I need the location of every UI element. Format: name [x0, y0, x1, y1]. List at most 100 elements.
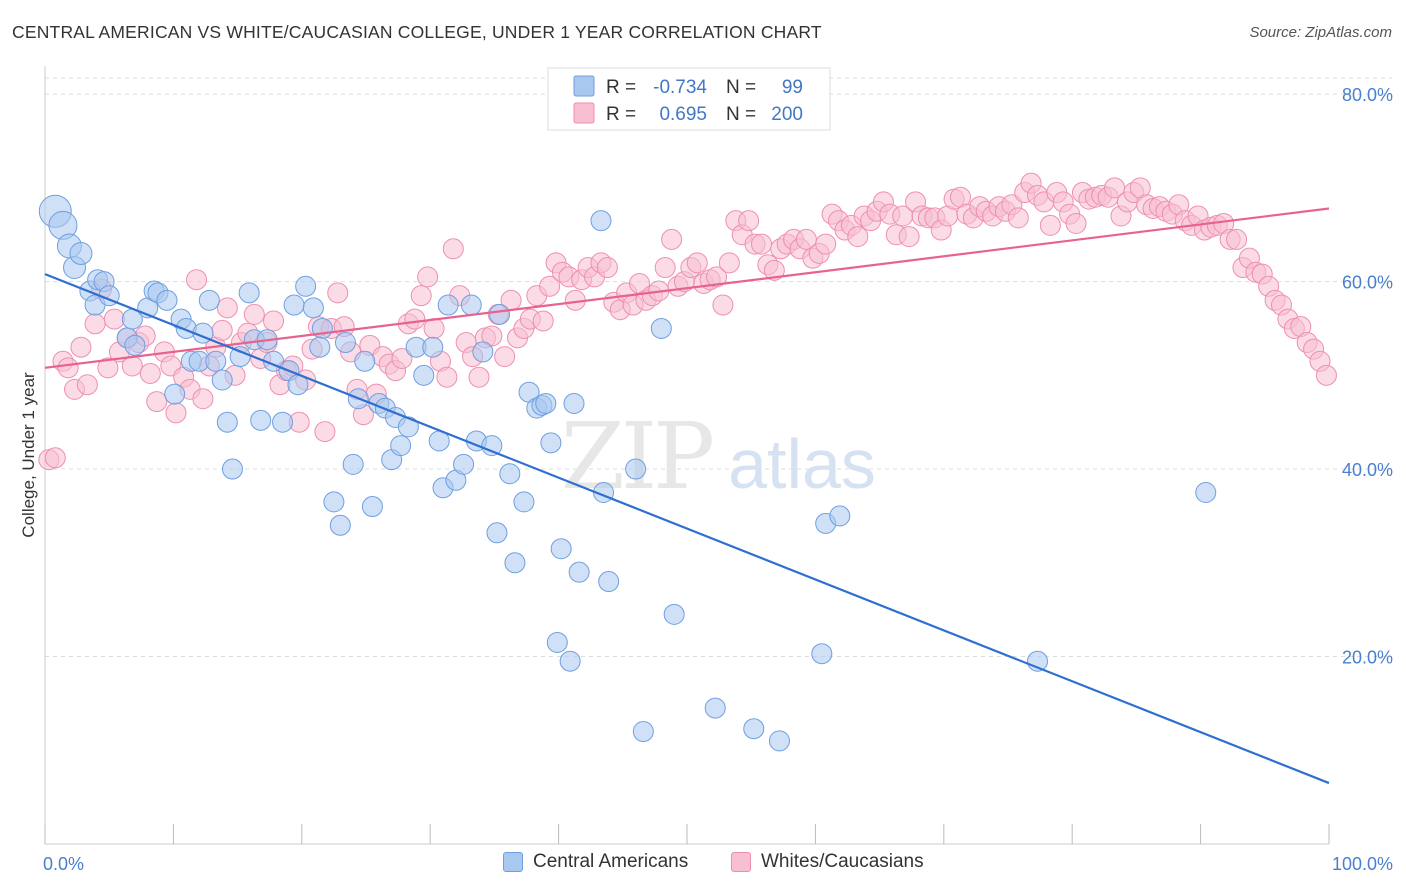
data-point: [661, 228, 683, 250]
data-point: [718, 252, 740, 274]
watermark: ZIP atlas: [561, 403, 876, 510]
data-point: [704, 697, 726, 719]
data-point: [410, 285, 432, 307]
data-point: [513, 491, 535, 513]
legend-r-label: R =: [606, 77, 636, 98]
data-point: [329, 514, 351, 536]
data-point: [164, 383, 186, 405]
data-point: [1315, 364, 1337, 386]
data-point: [283, 294, 305, 316]
data-point: [314, 421, 336, 443]
x-tick-label: 100.0%: [1332, 854, 1393, 874]
data-point: [70, 336, 92, 358]
data-point: [354, 350, 376, 372]
data-point: [1226, 228, 1248, 250]
data-point: [327, 282, 349, 304]
data-point: [139, 362, 161, 384]
data-point: [712, 294, 734, 316]
legend-r-value: 0.695: [659, 104, 707, 125]
legend-n-value: 99: [782, 77, 803, 98]
data-point: [205, 350, 227, 372]
data-point: [706, 266, 728, 288]
data-point: [738, 210, 760, 232]
data-point: [156, 289, 178, 311]
data-point: [272, 411, 294, 433]
data-point: [413, 364, 435, 386]
data-point: [250, 409, 272, 431]
data-point: [847, 226, 869, 248]
y-tick-label: 20.0%: [1342, 648, 1393, 668]
data-point: [417, 266, 439, 288]
data-point: [390, 435, 412, 457]
legend-swatch-pink: [573, 102, 595, 124]
data-point: [494, 346, 516, 368]
data-point: [504, 552, 526, 574]
trend-line-central-americans: [44, 273, 1330, 785]
data-point: [1195, 481, 1217, 503]
data-point: [535, 392, 557, 414]
data-point: [436, 366, 458, 388]
data-point: [186, 269, 208, 291]
data-point: [103, 308, 125, 330]
data-point: [211, 319, 233, 341]
data-point: [216, 297, 238, 319]
bottom-legend: Central Americans Whites/Caucasians: [0, 851, 1406, 881]
trend-lines: [44, 207, 1330, 785]
data-point: [437, 294, 459, 316]
data-point: [311, 317, 333, 339]
legend-swatch-blue: [503, 852, 523, 872]
data-point: [481, 325, 503, 347]
data-point: [563, 392, 585, 414]
data-point: [295, 275, 317, 297]
data-point: [596, 257, 618, 279]
legend-label: Whites/Caucasians: [761, 851, 924, 872]
data-point: [590, 210, 612, 232]
data-point: [334, 332, 356, 354]
data-point: [546, 631, 568, 653]
legend-r-label: R =: [606, 104, 636, 125]
data-point: [460, 294, 482, 316]
y-axis-label: College, Under 1 year: [19, 372, 38, 538]
data-point: [550, 538, 572, 560]
chart-source: Source: ZipAtlas.com: [1249, 24, 1392, 41]
data-point: [559, 650, 581, 672]
data-point: [238, 282, 260, 304]
legend-r-value: -0.734: [653, 77, 707, 98]
data-point: [404, 308, 426, 330]
data-point: [302, 297, 324, 319]
data-point: [146, 391, 168, 413]
data-point: [69, 241, 93, 265]
data-point: [763, 259, 785, 281]
data-point: [165, 402, 187, 424]
data-point: [76, 374, 98, 396]
data-point: [221, 458, 243, 480]
data-point: [743, 718, 765, 740]
chart-title: CENTRAL AMERICAN VS WHITE/CAUCASIAN COLL…: [12, 22, 822, 42]
data-point: [243, 303, 265, 325]
bottom-legend-central-americans: Central Americans: [503, 851, 688, 873]
data-point: [361, 496, 383, 518]
legend-swatch-blue: [573, 75, 595, 97]
legend-swatch-pink: [731, 852, 751, 872]
x-tick-label: 0.0%: [43, 854, 84, 874]
data-point: [44, 447, 66, 469]
grid-lines: [45, 77, 1392, 658]
data-point: [750, 233, 772, 255]
data-point: [829, 505, 851, 527]
data-point: [84, 313, 106, 335]
legend-n-label: N =: [726, 104, 756, 125]
data-point: [1007, 207, 1029, 229]
y-tick-label: 40.0%: [1342, 460, 1393, 480]
data-point: [397, 416, 419, 438]
data-point: [898, 226, 920, 248]
tick-labels: 20.0% 40.0% 60.0% 80.0% 0.0% 100.0%: [43, 85, 1393, 874]
data-point: [650, 317, 672, 339]
data-point: [422, 336, 444, 358]
y-tick-label: 80.0%: [1342, 85, 1393, 105]
legend-n-label: N =: [726, 77, 756, 98]
data-point: [57, 357, 79, 379]
watermark-atlas: atlas: [728, 425, 876, 503]
data-point: [632, 721, 654, 743]
data-point: [198, 289, 220, 311]
